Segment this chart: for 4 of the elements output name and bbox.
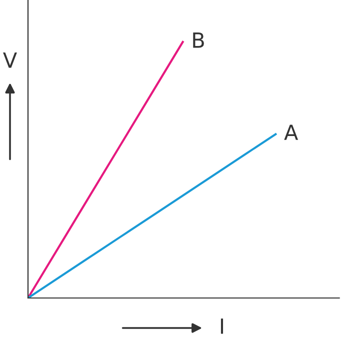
series-label: B [193,32,204,48]
series-label: A [284,124,298,140]
y-axis-title: V [3,52,17,68]
x-axis-title: I [220,318,224,334]
